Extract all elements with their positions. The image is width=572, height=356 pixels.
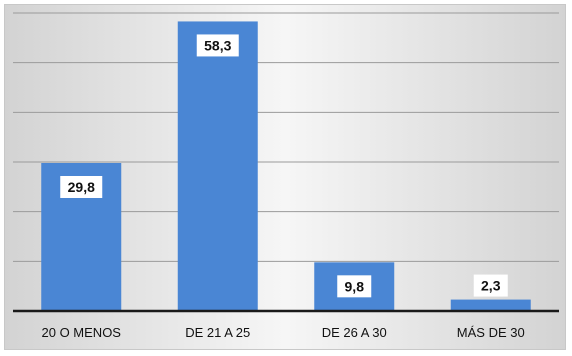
chart-frame: 29,8 58,3 9,8 2,3 20 O MENOS DE 21 A 25 DE 26… xyxy=(4,4,566,350)
data-label-box xyxy=(473,274,508,297)
x-tick-label: DE 21 A 25 xyxy=(185,325,250,340)
x-tick-label: 20 O MENOS xyxy=(42,325,122,340)
data-label-text: 58,3 xyxy=(204,37,231,53)
bar-chart: 29,8 58,3 9,8 2,3 20 O MENOS DE 21 A 25 DE 26… xyxy=(13,12,559,340)
data-label-box xyxy=(60,175,103,198)
data-labels: 29,8 58,3 9,8 2,3 xyxy=(60,34,508,298)
data-label-text: 9,8 xyxy=(345,278,365,294)
data-label: 2,3 xyxy=(473,274,508,297)
x-tick-label: MÁS DE 30 xyxy=(457,325,525,340)
x-tick-label: DE 26 A 30 xyxy=(322,325,387,340)
bar xyxy=(450,299,531,311)
x-tick-labels: 20 O MENOS DE 21 A 25 DE 26 A 30 MÁS DE 30 xyxy=(42,325,525,340)
data-label: 9,8 xyxy=(337,275,372,298)
data-label-box xyxy=(196,34,239,57)
bar xyxy=(177,21,258,312)
data-label-text: 2,3 xyxy=(481,278,501,294)
data-label-box xyxy=(337,275,372,298)
data-label-text: 29,8 xyxy=(68,179,95,195)
data-label: 29,8 xyxy=(60,175,103,198)
bars xyxy=(41,21,531,312)
data-label: 58,3 xyxy=(196,34,239,57)
